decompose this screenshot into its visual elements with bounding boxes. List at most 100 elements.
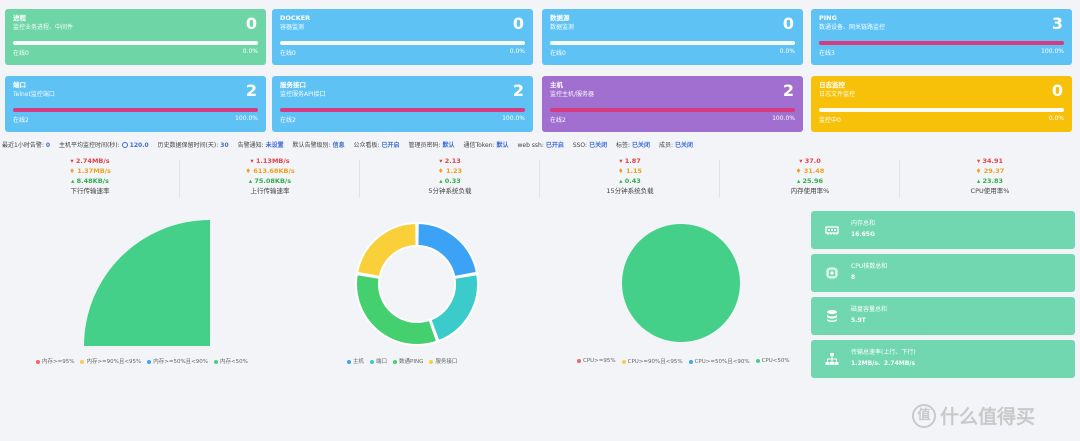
resource-chart-legend: 主机 端口 数通PING 服务接口 bbox=[347, 357, 457, 365]
cpu-distribution-pie-chart[interactable] bbox=[600, 214, 760, 354]
member-value[interactable]: 已关闭 bbox=[675, 142, 694, 149]
progress-bar bbox=[819, 108, 1064, 112]
progress-bar bbox=[280, 41, 525, 45]
diamond-icon: ♦ bbox=[975, 167, 984, 175]
pie-slice[interactable] bbox=[84, 220, 210, 346]
legend-label: 端口 bbox=[376, 359, 388, 365]
pie-slice[interactable] bbox=[416, 221, 479, 279]
info-label: SSO: bbox=[572, 142, 588, 149]
card-online: 在线0 bbox=[550, 50, 566, 57]
legend-item[interactable]: 端口 bbox=[370, 357, 387, 365]
sso-value[interactable]: 已关闭 bbox=[589, 142, 608, 149]
legend-item[interactable]: 内存>=50%且<90% bbox=[147, 357, 208, 365]
progress-fill bbox=[550, 108, 795, 112]
caret-up-icon: ▴ bbox=[796, 177, 803, 185]
stat-min: ▴ 0.33 bbox=[439, 177, 461, 185]
stat-label: 15分钟系统负载 bbox=[606, 187, 654, 195]
ssh-value[interactable]: 已开启 bbox=[545, 142, 564, 149]
cpu-chart-legend: CPU>=95% CPU>=90%且<95% CPU>=50%且<90% CPU<50… bbox=[577, 357, 790, 365]
progress-fill bbox=[280, 108, 525, 112]
stat-label: 5分钟系统负载 bbox=[428, 187, 472, 195]
card-online: 在线2 bbox=[280, 117, 296, 124]
card-subtitle: 监控主机/服务器 bbox=[550, 91, 595, 98]
summary-value: 8 bbox=[851, 274, 856, 281]
alarms-value[interactable]: 0 bbox=[45, 142, 51, 149]
summary-title: 磁盘容量总和 bbox=[851, 306, 888, 313]
stat-max: ▾ 37.0 bbox=[799, 157, 821, 165]
legend-dot bbox=[755, 358, 760, 363]
diamond-icon: ♦ bbox=[617, 167, 627, 175]
cpu-icon bbox=[826, 267, 838, 279]
info-label: 历史数据保留时间(天): bbox=[157, 142, 219, 149]
pie-slice[interactable] bbox=[355, 272, 439, 346]
legend-dot bbox=[370, 359, 375, 364]
stat-memory: ▾ 37.0 ♦ 31.48 ▴ 25.96 内存使用率% bbox=[720, 156, 900, 206]
legend-item[interactable]: CPU<50% bbox=[755, 358, 790, 364]
legend-label: CPU>=90%且<95% bbox=[627, 359, 683, 365]
token-value[interactable]: 默认 bbox=[496, 142, 509, 149]
admin-value[interactable]: 默认 bbox=[442, 142, 455, 149]
resource-count-donut-chart[interactable] bbox=[340, 214, 500, 354]
pie-slice[interactable] bbox=[621, 224, 740, 342]
caret-down-icon: ▾ bbox=[250, 157, 256, 165]
clock-icon bbox=[121, 142, 128, 148]
stat-label: CPU使用率% bbox=[970, 187, 1010, 195]
summary-memory: 内存总和 16.65G bbox=[811, 211, 1075, 249]
card-port[interactable]: 端口 Telnet监控端口 2 在线2 100.0% bbox=[5, 76, 266, 132]
stat-label: 上行传输速率 bbox=[250, 187, 290, 195]
caret-up-icon: ▴ bbox=[619, 177, 625, 185]
card-count: 2 bbox=[782, 81, 794, 100]
watermark-icon: 值 bbox=[912, 403, 936, 428]
database-icon bbox=[827, 310, 837, 322]
summary-network: 传输总速率(上行、下行) 1.2MB/s、2.74MB/s bbox=[811, 340, 1075, 378]
card-host[interactable]: 主机 监控主机/服务器 2 在线2 100.0% bbox=[542, 76, 803, 132]
legend-item[interactable]: CPU>=90%且<95% bbox=[621, 357, 683, 365]
info-label: 成员: bbox=[658, 142, 674, 149]
summary-value: 1.2MB/s、2.74MB/s bbox=[851, 360, 916, 367]
caret-up-icon: ▴ bbox=[439, 177, 445, 185]
diamond-icon: ♦ bbox=[437, 167, 447, 175]
level-value[interactable]: 信息 bbox=[332, 142, 345, 149]
legend-dot bbox=[147, 359, 152, 364]
info-label: 标签: bbox=[616, 142, 631, 149]
legend-item[interactable]: CPU>=50%且<90% bbox=[688, 357, 750, 365]
legend-item[interactable]: 服务接口 bbox=[429, 357, 457, 365]
card-service-api[interactable]: 服务接口 监控服务API接口 2 在线2 100.0% bbox=[272, 76, 533, 132]
info-label: 最近1小时告警: bbox=[2, 142, 44, 149]
summary-title: 内存总和 bbox=[851, 220, 876, 227]
legend-item[interactable]: 内存>=90%且<95% bbox=[80, 357, 141, 365]
memory-distribution-pie-chart[interactable] bbox=[20, 214, 250, 354]
card-title: 数据源 bbox=[550, 14, 570, 22]
legend-dot bbox=[429, 359, 434, 364]
card-title: 端口 bbox=[13, 81, 26, 89]
pie-slice[interactable] bbox=[355, 221, 418, 279]
retention-value[interactable]: 30 bbox=[220, 142, 229, 149]
card-docker[interactable]: DOCKER 容器监测 0 在线0 0.0% bbox=[272, 9, 533, 65]
summary-title: 传输总速率(上行、下行) bbox=[851, 349, 916, 356]
card-process[interactable]: 进程 监控业务进程、中间件 0 在线0 0.0% bbox=[5, 9, 266, 65]
public-value[interactable]: 已开启 bbox=[381, 142, 400, 149]
watermark-text: 什么值得买 bbox=[940, 406, 1036, 428]
legend-item[interactable]: 主机 bbox=[347, 357, 364, 365]
legend-dot bbox=[347, 359, 351, 364]
card-datasource[interactable]: 数据源 数据监测 0 在线0 0.0% bbox=[542, 9, 803, 65]
card-log[interactable]: 日志监控 日志文件监控 0 监控中0 0.0% bbox=[811, 76, 1072, 132]
card-subtitle: 容器监测 bbox=[280, 24, 305, 31]
legend-item[interactable]: 内存>=95% bbox=[36, 357, 74, 365]
legend-label: 内存>=50%且<90% bbox=[153, 359, 209, 365]
interval-value[interactable]: 120.0 bbox=[129, 142, 149, 149]
notify-value[interactable]: 未设置 bbox=[265, 142, 284, 149]
legend-item[interactable]: CPU>=95% bbox=[577, 358, 616, 364]
stat-max: ▾ 34.91 bbox=[976, 157, 1004, 165]
caret-down-icon: ▾ bbox=[619, 157, 625, 165]
legend-item[interactable]: 数通PING bbox=[393, 357, 423, 365]
stat-max: ▾ 1.13MB/s bbox=[250, 157, 290, 165]
legend-item[interactable]: 内存<50% bbox=[214, 357, 248, 365]
tag-value[interactable]: 已关闭 bbox=[632, 142, 651, 149]
stat-max: ▾ 1.87 bbox=[619, 157, 641, 165]
card-online: 在线3 bbox=[819, 50, 835, 57]
stat-min: ▴ 0.43 bbox=[619, 177, 641, 185]
summary-value: 5.9T bbox=[851, 317, 866, 324]
card-ping[interactable]: PING 数通设备、网关链路监控 3 在线3 100.0% bbox=[811, 9, 1072, 65]
pie-slice[interactable] bbox=[429, 272, 479, 343]
